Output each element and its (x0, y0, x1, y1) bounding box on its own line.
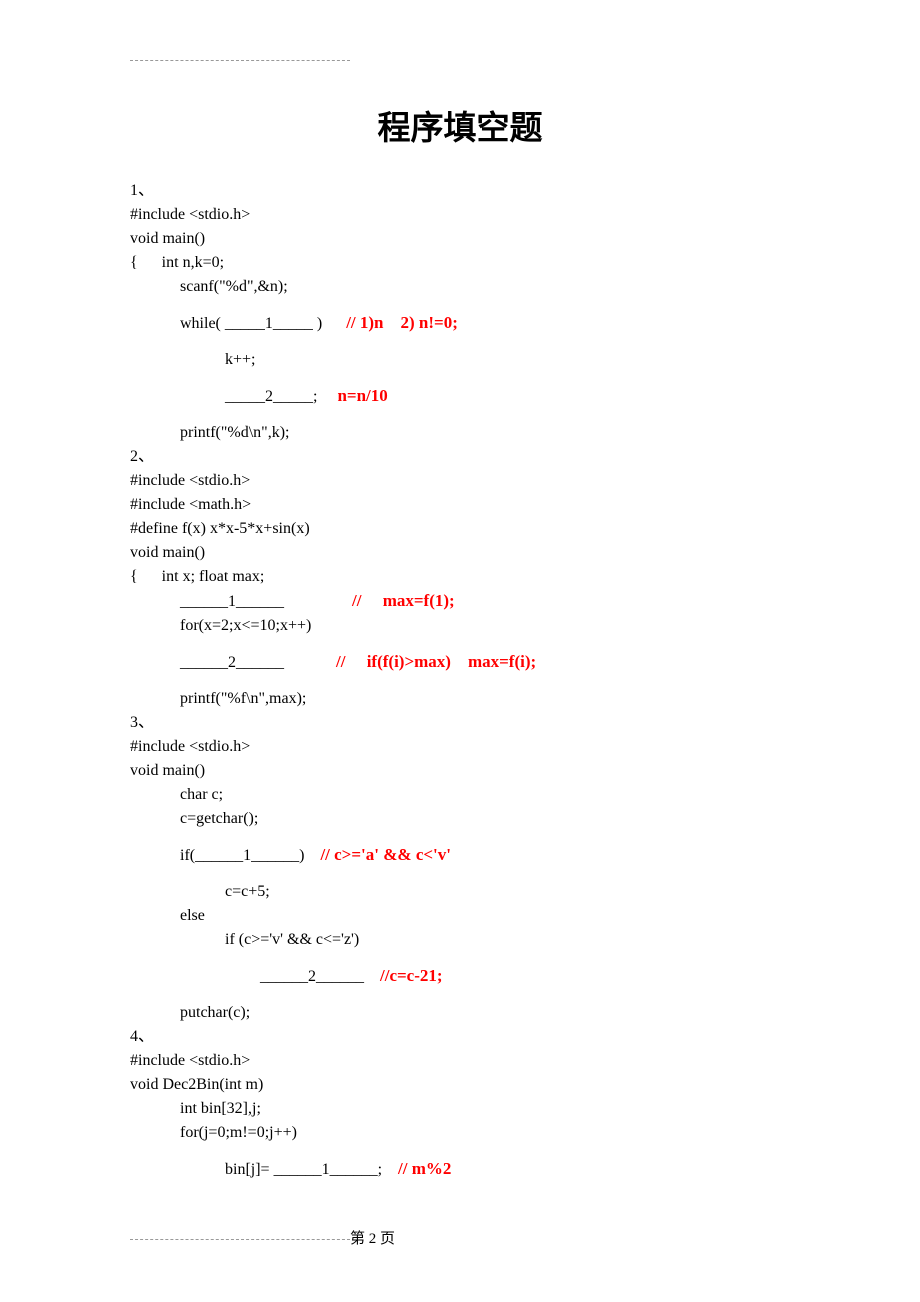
blank-text: _____2_____; (225, 388, 317, 405)
q1-num: 1、 (130, 179, 790, 203)
main-title: 程序填空题 (130, 101, 790, 149)
answer-text: //c=c-21; (380, 966, 443, 985)
header-dashed-line (130, 60, 350, 61)
code-line: printf("%d\n",k); (130, 421, 790, 445)
code-line: if (c>='v' && c<='z') (130, 928, 790, 952)
code-blank-line: ______2______ //c=c-21; (130, 964, 790, 989)
code-line: void main() (130, 227, 790, 251)
code-blank-line: while( _____1_____ ) // 1)n 2) n!=0; (130, 311, 790, 336)
answer-text: // if(f(i)>max) max=f(i); (336, 652, 536, 671)
code-line: k++; (130, 348, 790, 372)
blank-text: if(______1______) (180, 847, 304, 864)
code-line: #include <stdio.h> (130, 469, 790, 493)
code-blank-line: _____2_____; n=n/10 (130, 384, 790, 409)
page-footer: 第 2 页 (130, 1227, 790, 1248)
answer-text: // c>='a' && c<'v' (320, 845, 451, 864)
code-blank-line: if(______1______) // c>='a' && c<'v' (130, 843, 790, 868)
blank-text: ______1______ (180, 593, 284, 610)
code-line: putchar(c); (130, 1001, 790, 1025)
blank-text: ______2______ (260, 968, 364, 985)
code-line: #include <math.h> (130, 493, 790, 517)
code-line: #include <stdio.h> (130, 1049, 790, 1073)
code-line: char c; (130, 783, 790, 807)
q2-num: 2、 (130, 445, 790, 469)
answer-text: // 1)n 2) n!=0; (346, 313, 458, 332)
blank-text: ______2______ (180, 654, 284, 671)
blank-text: bin[j]= ______1______; (225, 1161, 382, 1178)
answer-text: // max=f(1); (352, 591, 455, 610)
code-line: void Dec2Bin(int m) (130, 1073, 790, 1097)
code-line: { int x; float max; (130, 565, 790, 589)
code-line: { int n,k=0; (130, 251, 790, 275)
code-line: printf("%f\n",max); (130, 687, 790, 711)
code-line: for(j=0;m!=0;j++) (130, 1121, 790, 1145)
code-line: void main() (130, 541, 790, 565)
answer-text: // m%2 (398, 1159, 451, 1178)
code-blank-line: ______1______ // max=f(1); (130, 589, 790, 614)
q3-num: 3、 (130, 711, 790, 735)
blank-text: while( _____1_____ ) (180, 315, 322, 332)
code-line: #include <stdio.h> (130, 735, 790, 759)
code-line: scanf("%d",&n); (130, 275, 790, 299)
code-line: #define f(x) x*x-5*x+sin(x) (130, 517, 790, 541)
code-line: c=getchar(); (130, 807, 790, 831)
page-number: 第 2 页 (350, 1231, 395, 1247)
q4-num: 4、 (130, 1025, 790, 1049)
code-line: c=c+5; (130, 880, 790, 904)
code-line: void main() (130, 759, 790, 783)
code-line: int bin[32],j; (130, 1097, 790, 1121)
code-blank-line: bin[j]= ______1______; // m%2 (130, 1157, 790, 1182)
answer-text: n=n/10 (337, 386, 387, 405)
footer-dashed-line (130, 1239, 350, 1240)
code-line: else (130, 904, 790, 928)
code-line: #include <stdio.h> (130, 203, 790, 227)
code-line: for(x=2;x<=10;x++) (130, 614, 790, 638)
code-blank-line: ______2______ // if(f(i)>max) max=f(i); (130, 650, 790, 675)
